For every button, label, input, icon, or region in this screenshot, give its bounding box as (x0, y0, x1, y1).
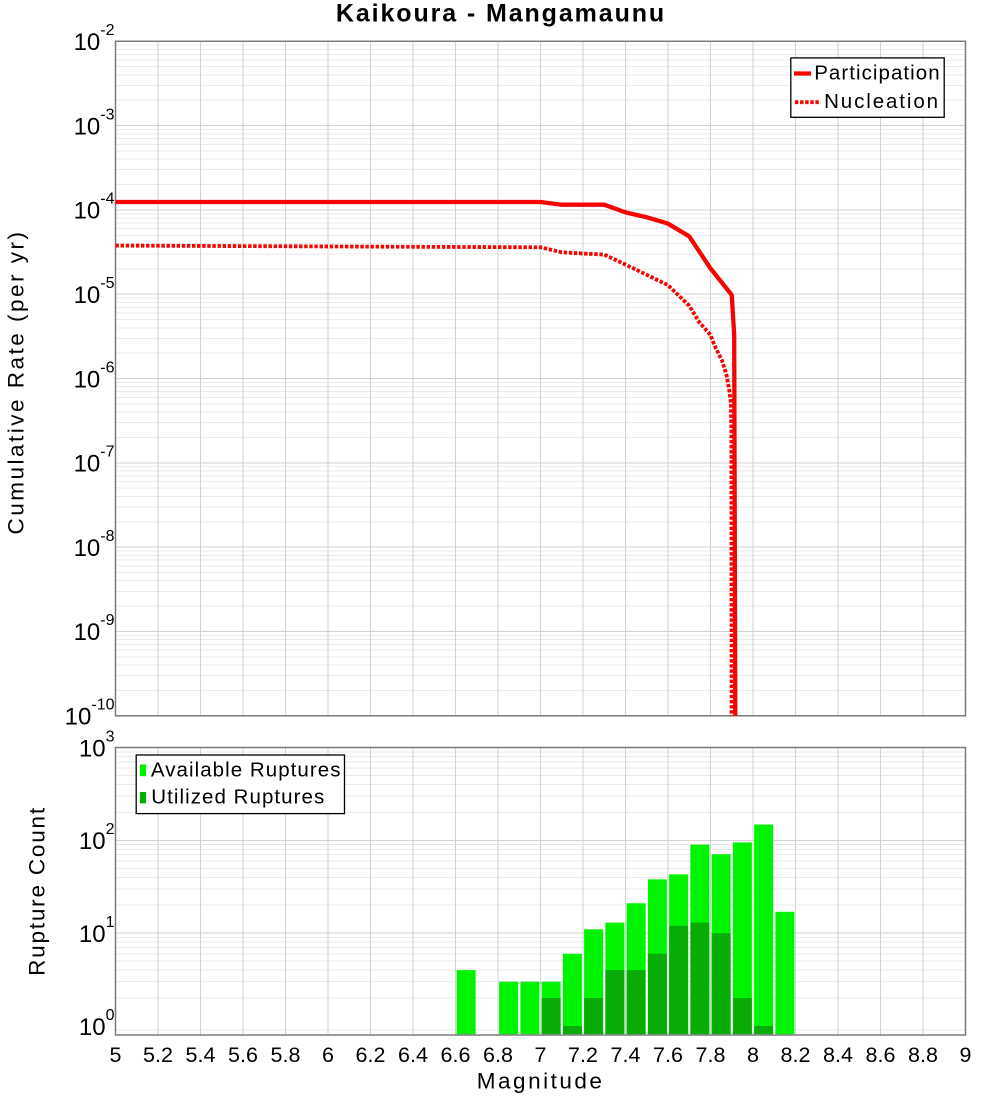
svg-text:5.6: 5.6 (228, 1043, 258, 1067)
svg-text:Available Ruptures: Available Ruptures (151, 759, 342, 782)
svg-text:Magnitude: Magnitude (477, 1069, 605, 1094)
svg-text:7: 7 (535, 1043, 547, 1067)
svg-text:6.4: 6.4 (398, 1043, 428, 1067)
svg-text:8.6: 8.6 (866, 1043, 896, 1067)
svg-text:9: 9 (960, 1043, 972, 1067)
svg-text:Participation: Participation (814, 62, 940, 85)
svg-text:Rupture Count: Rupture Count (25, 806, 50, 976)
svg-text:Cumulative Rate (per yr): Cumulative Rate (per yr) (3, 229, 28, 534)
svg-text:7.8: 7.8 (696, 1043, 726, 1067)
svg-text:6.8: 6.8 (483, 1043, 513, 1067)
svg-text:8.8: 8.8 (908, 1043, 938, 1067)
svg-text:5: 5 (110, 1043, 122, 1067)
svg-text:7.6: 7.6 (653, 1043, 683, 1067)
svg-text:6.2: 6.2 (356, 1043, 386, 1067)
svg-text:Utilized Ruptures: Utilized Ruptures (151, 786, 325, 809)
svg-text:Kaikoura - Mangamaunu: Kaikoura - Mangamaunu (336, 0, 666, 28)
svg-text:8: 8 (747, 1043, 759, 1067)
svg-text:5.8: 5.8 (271, 1043, 301, 1067)
svg-text:Nucleation: Nucleation (824, 90, 940, 113)
svg-text:6.6: 6.6 (441, 1043, 471, 1067)
svg-text:8.4: 8.4 (823, 1043, 853, 1067)
svg-text:8.2: 8.2 (781, 1043, 811, 1067)
svg-text:7.4: 7.4 (611, 1043, 641, 1067)
svg-text:6: 6 (322, 1043, 334, 1067)
svg-text:5.4: 5.4 (186, 1043, 216, 1067)
svg-text:7.2: 7.2 (568, 1043, 598, 1067)
svg-text:5.2: 5.2 (143, 1043, 173, 1067)
